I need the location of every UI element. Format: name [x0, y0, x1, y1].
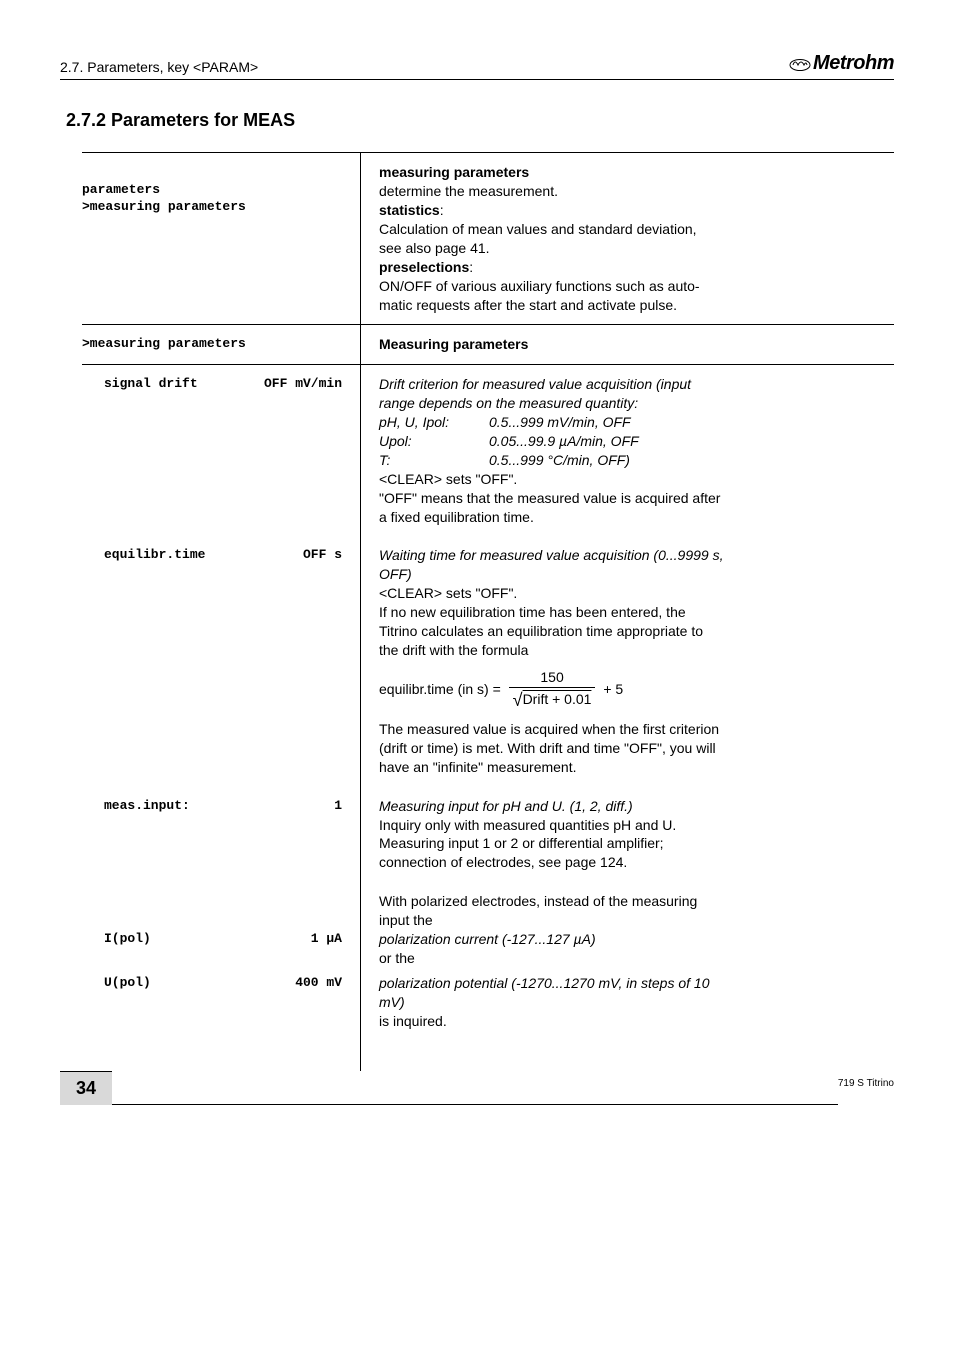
row-key: equilibr.timeOFF s: [82, 536, 361, 786]
param-label: meas.input:: [104, 797, 334, 815]
table-row: signal driftOFF mV/min Drift criterion f…: [82, 365, 894, 536]
eq-den-text: Drift + 0.01: [523, 691, 592, 707]
header-section-path: 2.7. Parameters, key <PARAM>: [60, 58, 258, 77]
row-key: meas.input:1: [82, 787, 361, 883]
desc-text: If no new equilibration time has been en…: [379, 604, 686, 620]
brand-text: Metrohm: [813, 52, 894, 74]
param-label: I(pol): [104, 930, 311, 948]
desc-text: pH, U, Ipol:: [379, 413, 489, 432]
footer-model: 719 S Titrino: [838, 1077, 894, 1095]
param-value: 1: [334, 797, 342, 815]
desc-text: <CLEAR> sets "OFF".: [379, 471, 517, 487]
mono-text: parameters: [82, 182, 160, 197]
desc-text: input the: [379, 912, 433, 928]
desc-text: determine the measurement.: [379, 183, 558, 199]
desc-text: matic requests after the start and activ…: [379, 297, 677, 313]
desc-text: T:: [379, 451, 489, 470]
desc-title: preselections: [379, 259, 469, 275]
row-key: parameters >measuring parameters: [82, 153, 361, 324]
desc-text: is inquired.: [379, 1013, 447, 1029]
page-footer: 34 719 S Titrino: [60, 1071, 894, 1104]
desc-text: With polarized electrodes, instead of th…: [379, 893, 697, 909]
metrohm-logo-icon: [789, 55, 811, 76]
table-row: equilibr.timeOFF s Waiting time for meas…: [82, 536, 894, 786]
param-value: 400 mV: [295, 974, 342, 992]
desc-title: statistics: [379, 202, 440, 218]
param-label: U(pol): [104, 974, 295, 992]
eq-lead: equilibr.time (in s) =: [379, 681, 505, 697]
desc-text: Upol:: [379, 432, 489, 451]
eq-numerator: 150: [509, 668, 596, 688]
desc-text: Inquiry only with measured quantities pH…: [379, 817, 676, 833]
desc-text: 0.5...999 mV/min, OFF: [489, 414, 631, 430]
desc-text: Measuring input 1 or 2 or differential a…: [379, 835, 664, 851]
desc-text: 0.5...999 °C/min, OFF): [489, 452, 630, 468]
desc-text: polarization current (-127...127 µA): [379, 931, 596, 947]
param-value: 1 µA: [311, 930, 342, 948]
table-row: meas.input:1 Measuring input for pH and …: [82, 787, 894, 883]
sqrt-icon: √: [513, 690, 523, 710]
desc-text: 0.05...99.9 µA/min, OFF: [489, 433, 639, 449]
desc-text: have an "infinite" measurement.: [379, 759, 577, 775]
desc-text: polarization potential (-1270...1270 mV,…: [379, 975, 710, 991]
row-desc: Measuring parameters: [361, 325, 894, 364]
param-label: signal drift: [104, 375, 264, 393]
fraction: 150 √Drift + 0.01: [509, 668, 596, 712]
section-title: 2.7.2 Parameters for MEAS: [66, 108, 894, 132]
table-row: U(pol)400 mV polarization potential (-12…: [82, 964, 894, 1072]
mono-text: >measuring parameters: [82, 199, 246, 214]
desc-text: Waiting time for measured value acquisit…: [379, 547, 723, 563]
desc-text: a fixed equilibration time.: [379, 509, 534, 525]
desc-text: range depends on the measured quantity:: [379, 395, 638, 411]
desc-title: measuring parameters: [379, 164, 529, 180]
table-row: parameters >measuring parameters measuri…: [82, 152, 894, 325]
desc-text: <CLEAR> sets "OFF".: [379, 585, 517, 601]
desc-text: ON/OFF of various auxiliary functions su…: [379, 278, 700, 294]
desc-text: mV): [379, 994, 405, 1010]
desc-text: Drift criterion for measured value acqui…: [379, 376, 691, 392]
page-number: 34: [60, 1071, 112, 1104]
param-label: equilibr.time: [104, 546, 303, 564]
desc-text: connection of electrodes, see page 124.: [379, 854, 627, 870]
param-value: OFF mV/min: [264, 375, 342, 393]
row-desc: Measuring input for pH and U. (1, 2, dif…: [361, 787, 894, 883]
desc-text: "OFF" means that the measured value is a…: [379, 490, 720, 506]
eq-trail: + 5: [603, 681, 623, 697]
row-desc: Drift criterion for measured value acqui…: [361, 365, 894, 536]
table-row: >measuring parameters Measuring paramete…: [82, 325, 894, 365]
brand-block: Metrohm: [789, 50, 894, 77]
footer-divider: [112, 1104, 838, 1105]
row-key: U(pol)400 mV: [82, 964, 361, 1072]
desc-text: (drift or time) is met. With drift and t…: [379, 740, 716, 756]
row-desc: Waiting time for measured value acquisit…: [361, 536, 894, 786]
desc-text: Titrino calculates an equilibration time…: [379, 623, 703, 639]
desc-text: The measured value is acquired when the …: [379, 721, 719, 737]
param-value: OFF s: [303, 546, 342, 564]
parameter-table: parameters >measuring parameters measuri…: [82, 152, 894, 1071]
row-desc: measuring parameters determine the measu…: [361, 153, 894, 324]
row-desc: polarization potential (-1270...1270 mV,…: [361, 964, 894, 1072]
desc-text: the drift with the formula: [379, 642, 528, 658]
row-key: signal driftOFF mV/min: [82, 365, 361, 536]
desc-text: Calculation of mean values and standard …: [379, 221, 697, 237]
equation: equilibr.time (in s) = 150 √Drift + 0.01…: [379, 668, 894, 712]
page-header: 2.7. Parameters, key <PARAM> Metrohm: [60, 50, 894, 80]
desc-text: Measuring input for pH and U. (1, 2, dif…: [379, 798, 633, 814]
row-key: >measuring parameters: [82, 325, 361, 364]
desc-text: see also page 41.: [379, 240, 490, 256]
desc-text: OFF): [379, 566, 412, 582]
eq-denominator: √Drift + 0.01: [509, 688, 596, 712]
